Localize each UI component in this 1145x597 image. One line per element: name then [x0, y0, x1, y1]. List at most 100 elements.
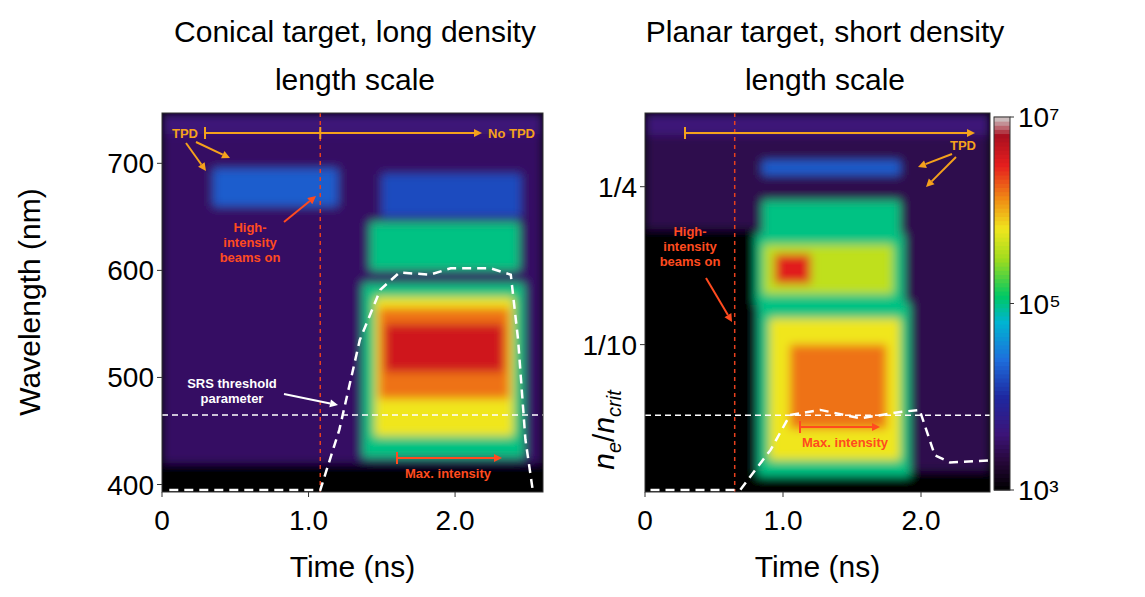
- beams-on-line: [320, 113, 322, 492]
- panel-title: Planar target, short density length scale: [646, 15, 1005, 96]
- arrow: [706, 278, 732, 322]
- annotation-line: TPD: [950, 138, 976, 153]
- panel: 0 1.0 2.0 1/10 1/4 Time (ns) ne/ncrit: [583, 113, 991, 583]
- y-axis-title: ne/ncrit: [587, 389, 625, 470]
- arrow: [472, 129, 482, 137]
- heatmap: [162, 113, 543, 492]
- x-tick: [645, 492, 646, 497]
- heatmap-cell: [764, 245, 894, 294]
- arrow: [870, 423, 880, 431]
- y-tick-label: 1/4: [598, 172, 637, 203]
- y-tick-label: 400: [107, 470, 154, 501]
- annotation-line: High-: [233, 220, 266, 235]
- annotation: Max. intensity: [405, 466, 492, 481]
- threshold-curve: [169, 268, 532, 490]
- y-axis-title-part: crit: [603, 389, 625, 417]
- annotation-line: beams on: [660, 254, 721, 269]
- y-tick-label: 700: [107, 148, 154, 179]
- annotation: TPD: [172, 126, 198, 141]
- y-axis-title-part: e: [603, 442, 625, 453]
- plot-ground: [645, 113, 990, 492]
- arrow-shaft: [706, 278, 728, 315]
- arrow: [196, 142, 230, 158]
- figure: 01.02.0400500600700Time (ns)Wavelength (…: [0, 0, 1145, 597]
- plot-frame: [162, 113, 543, 492]
- annotation-line: No TPD: [488, 126, 535, 141]
- arrow: [284, 196, 316, 222]
- heatmap-cell: [363, 283, 524, 458]
- y-tick: [640, 186, 645, 187]
- heatmap-cell: [385, 324, 504, 372]
- threshold-line: [645, 414, 990, 416]
- x-axis-title: Time (ns): [755, 550, 881, 583]
- x-tick-label: 0: [154, 505, 170, 536]
- heatmap-cell: [162, 113, 543, 492]
- heatmap: [645, 113, 990, 492]
- curve-label: SRS thresholdparameter: [187, 376, 277, 406]
- colorbar-tick: [1010, 117, 1014, 118]
- colorbar-tick-label: 10⁷: [1018, 102, 1059, 133]
- heatmap-cell: [755, 234, 904, 305]
- colorbar-tick: [1010, 490, 1014, 491]
- arrow-head: [926, 179, 934, 187]
- x-tick-label: 2.0: [902, 505, 941, 536]
- colorbar-tick-label: 10³: [1018, 475, 1058, 506]
- heatmap-cell: [762, 160, 900, 175]
- arrow-shaft: [284, 394, 330, 403]
- arrow-shaft: [965, 132, 967, 134]
- bracket-line: [685, 132, 969, 134]
- arrow-head: [494, 454, 502, 462]
- heatmap-cell: [645, 229, 755, 492]
- tpd-bracket: [205, 127, 482, 139]
- y-tick: [157, 270, 162, 271]
- plot-area: [162, 113, 543, 492]
- x-tick-label: 2.0: [436, 505, 475, 536]
- y-tick-label: 600: [107, 255, 154, 286]
- panel: 01.02.0400500600700Time (ns)Wavelength (…: [13, 113, 543, 583]
- arrow-head: [967, 129, 975, 137]
- y-tick: [157, 377, 162, 378]
- heatmap-cell: [775, 254, 811, 283]
- y-tick: [640, 344, 645, 345]
- x-axis-title: Time (ns): [290, 550, 416, 583]
- heatmap-cell: [162, 463, 543, 492]
- annotation-line: TPD: [172, 126, 198, 141]
- annotation: No TPD: [488, 126, 535, 141]
- y-tick-label: 1/10: [583, 330, 638, 361]
- heatmap-cell: [213, 169, 338, 206]
- arrow-shaft: [925, 154, 952, 164]
- beams-on-line: [734, 113, 736, 492]
- heatmap-cell: [758, 303, 910, 477]
- bracket-line: [800, 426, 874, 428]
- arrow: [284, 394, 338, 407]
- curve-label-line: SRS threshold: [187, 376, 277, 391]
- heatmap-cell: [645, 113, 990, 492]
- arrow-head: [872, 423, 880, 431]
- heatmap-cell: [162, 113, 543, 134]
- heatmap-cell: [382, 174, 521, 217]
- x-tick-label: 0: [637, 505, 653, 536]
- arrow-shaft: [196, 142, 223, 155]
- x-tick: [455, 492, 456, 497]
- x-tick: [308, 492, 309, 497]
- colorbar: 10³ 10⁵ 10⁷: [994, 102, 1061, 506]
- x-tick: [162, 492, 163, 497]
- heatmap-cell: [762, 200, 900, 235]
- annotation-line: Max. intensity: [405, 466, 492, 481]
- arrow: [926, 157, 956, 187]
- panel-title-line: length scale: [745, 63, 905, 96]
- plot-area: [645, 113, 990, 492]
- x-tick-label: 1.0: [764, 505, 803, 536]
- arrow-shaft: [932, 157, 956, 181]
- panel-title-line: Planar target, short density: [646, 15, 1005, 48]
- heatmap-cell: [769, 318, 900, 460]
- annotation-line: beams on: [220, 250, 281, 265]
- bracket-line: [397, 457, 496, 459]
- heatmap-cell: [645, 113, 990, 135]
- arrow-shaft: [870, 426, 872, 428]
- colorbar-tick-label: 10⁵: [1018, 289, 1061, 320]
- annotation-line: intensity: [223, 235, 277, 250]
- plot-frame: [645, 113, 990, 492]
- tpd-bracket: [685, 127, 975, 139]
- arrow-head: [724, 313, 732, 322]
